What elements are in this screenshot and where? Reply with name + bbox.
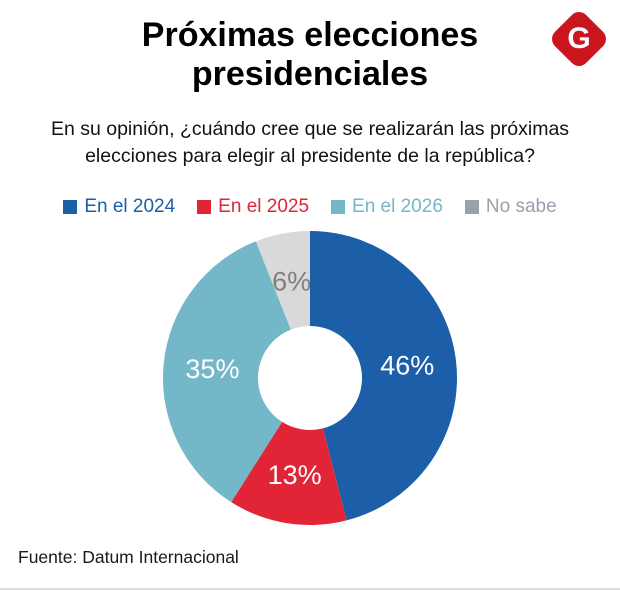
title-line-2: presidenciales (191, 55, 429, 94)
donut-slice-en-el-2025 (231, 421, 347, 526)
chart-legend: En el 2024 En el 2025 En el 2026 No sabe (0, 196, 620, 218)
page-title: Próximas elecciones presidenciales (0, 0, 620, 94)
legend-swatch-en-el-2024 (63, 200, 78, 214)
question-line-2: elecciones para elegir al presidente de … (85, 145, 535, 168)
legend-item-en-el-2026: En el 2026 (331, 196, 443, 218)
legend-label-en-el-2025: En el 2025 (218, 196, 310, 217)
legend-swatch-en-el-2025 (197, 200, 212, 214)
legend-item-no-sabe: No sabe (464, 196, 557, 218)
gestion-logo: G (547, 7, 611, 71)
slice-value-label-en-el-2025: 13% (268, 460, 322, 490)
legend-swatch-en-el-2026 (331, 200, 346, 214)
legend-item-en-el-2024: En el 2024 (63, 196, 175, 218)
logo-letter: G (567, 22, 591, 55)
source-note: Fuente: Datum Internacional (18, 547, 239, 567)
slice-value-label-no-sabe: 6% (272, 267, 311, 297)
donut-slice-en-el-2026 (162, 241, 291, 503)
legend-swatch-no-sabe (464, 200, 479, 214)
survey-question: En su opinión, ¿cuándo cree que se reali… (0, 116, 620, 170)
legend-label-no-sabe: No sabe (485, 196, 557, 217)
donut-slice-no-sabe (255, 231, 310, 330)
legend-label-en-el-2024: En el 2024 (84, 196, 176, 217)
donut-chart: 46% 13% 35% 6% (162, 231, 457, 526)
chart-area: 46% 13% 35% 6% (0, 226, 620, 534)
donut-slice-en-el-2024 (310, 231, 457, 521)
question-line-1: En su opinión, ¿cuándo cree que se reali… (50, 118, 570, 141)
legend-item-en-el-2025: En el 2025 (197, 196, 309, 218)
slice-value-label-en-el-2026: 35% (185, 354, 239, 384)
legend-label-en-el-2026: En el 2026 (352, 196, 443, 217)
title-line-1: Próximas elecciones (141, 16, 479, 54)
slice-value-label-en-el-2024: 46% (380, 351, 434, 381)
